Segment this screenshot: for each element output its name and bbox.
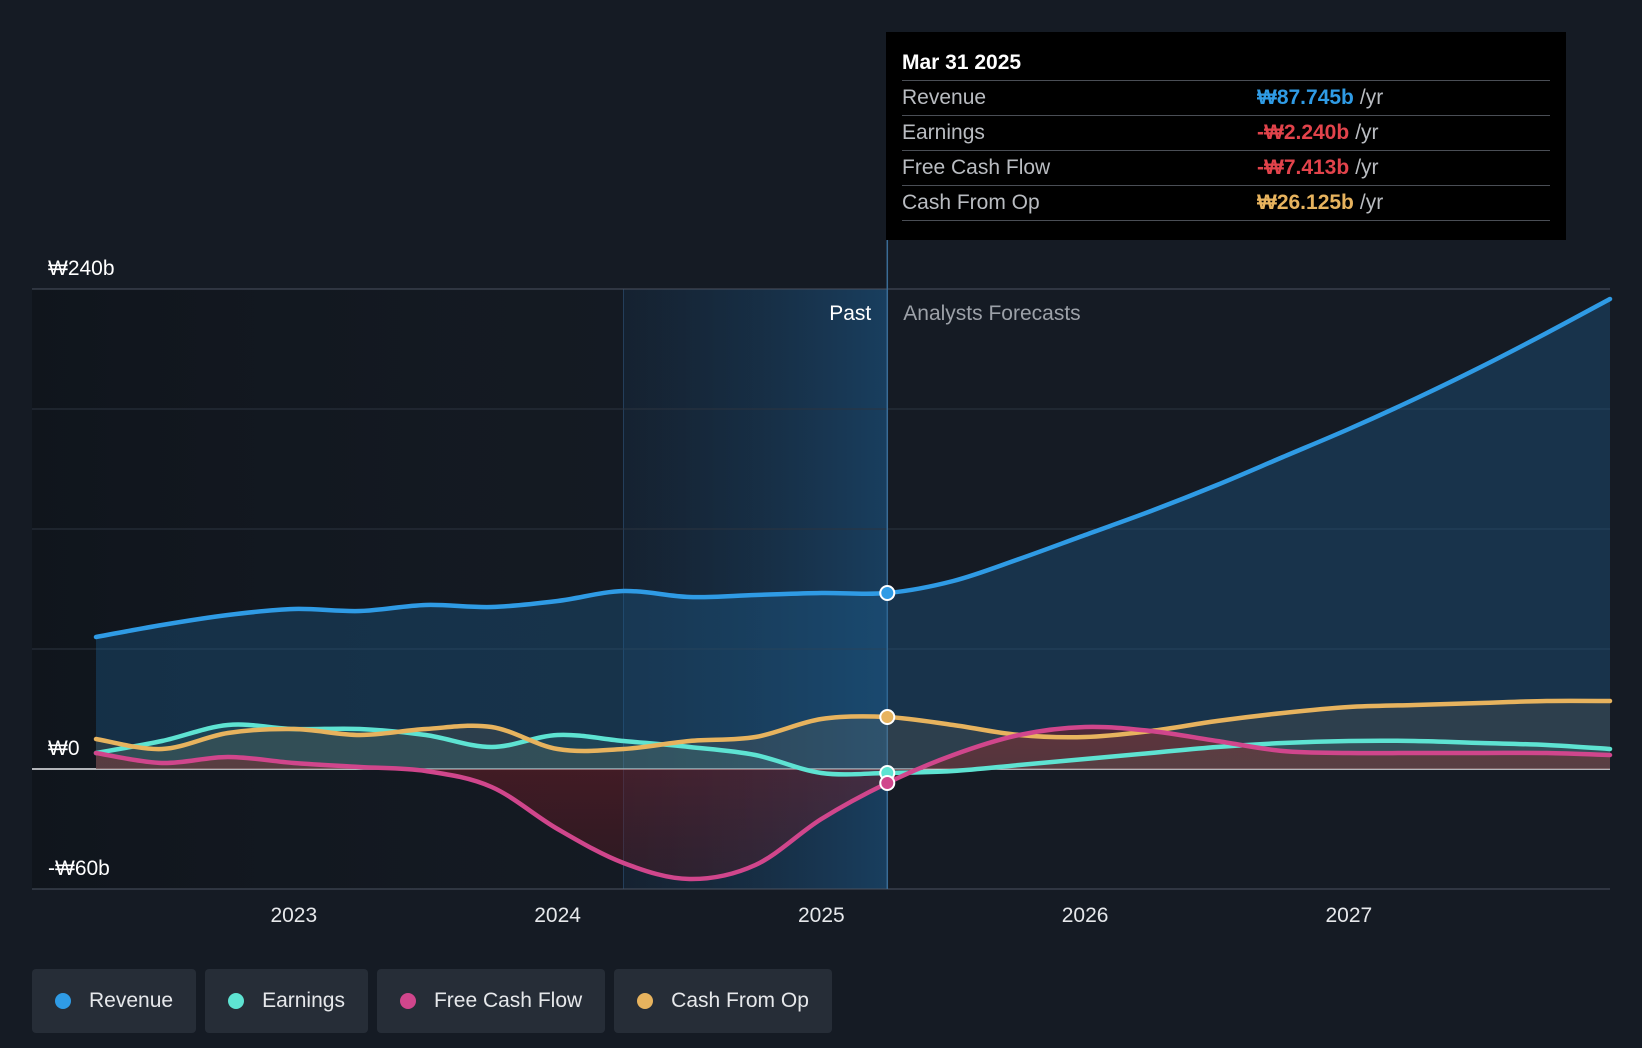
line-free-cash-flow — [93, 724, 1613, 882]
x-tick-label: 2023 — [270, 904, 317, 927]
legend-label: Free Cash Flow — [433, 989, 583, 1012]
legend-label: Revenue — [89, 989, 174, 1012]
marker-cash-from-op — [879, 709, 896, 725]
tooltip: Mar 31 2025 Revenue ₩87.745b /yr Earning… — [886, 32, 1566, 240]
tooltip-unit: /yr — [1355, 156, 1379, 179]
legend-label: Cash From Op — [671, 989, 809, 1012]
tooltip-value: ₩26.125b — [1257, 191, 1354, 214]
legend-dot-icon — [55, 993, 71, 1009]
tooltip-row-cash-from-op: Cash From Op ₩26.125b /yr — [902, 185, 1550, 221]
tooltip-label: Cash From Op — [902, 191, 1040, 214]
tooltip-row-revenue: Revenue ₩87.745b /yr — [902, 80, 1550, 115]
legend-label: Earnings — [262, 989, 345, 1012]
tooltip-row-earnings: Earnings -₩2.240b /yr — [902, 115, 1550, 150]
legend: Revenue Earnings Free Cash Flow Cash Fro… — [32, 969, 832, 1033]
x-tick-label: 2026 — [1062, 904, 1109, 927]
legend-dot-icon — [637, 993, 654, 1009]
tooltip-value: ₩87.745b — [1257, 86, 1354, 109]
area-cash-from-op — [96, 700, 1610, 769]
tooltip-value: -₩7.413b — [1257, 156, 1350, 179]
tooltip-value: -₩2.240b — [1257, 121, 1350, 144]
x-tick-label: 2024 — [534, 904, 581, 927]
legend-item-free-cash-flow[interactable]: Free Cash Flow — [376, 969, 606, 1033]
area-revenue — [96, 299, 1610, 769]
tooltip-label: Revenue — [902, 86, 987, 109]
tooltip-date: Mar 31 2025 — [902, 51, 1022, 74]
tooltip-unit: /yr — [1355, 121, 1379, 144]
line-revenue — [93, 296, 1613, 640]
legend-dot-icon — [399, 993, 416, 1009]
tooltip-unit: /yr — [1359, 86, 1384, 109]
marker-free-cash-flow — [879, 775, 896, 791]
legend-item-revenue[interactable]: Revenue — [32, 969, 197, 1033]
legend-item-earnings[interactable]: Earnings — [205, 969, 368, 1033]
legend-dot-icon — [228, 993, 245, 1009]
legend-item-cash-from-op[interactable]: Cash From Op — [614, 969, 832, 1033]
tooltip-label: Free Cash Flow — [902, 156, 1051, 179]
tooltip-unit: /yr — [1359, 191, 1384, 214]
x-tick-label: 2025 — [798, 904, 845, 927]
line-cash-from-op — [93, 698, 1613, 754]
area-free-cash-flow — [96, 726, 1610, 880]
x-tick-label: 2027 — [1326, 904, 1373, 927]
forecast-label: Analysts Forecasts — [903, 302, 1080, 325]
tooltip-label: Earnings — [902, 121, 985, 144]
tooltip-row-free-cash-flow: Free Cash Flow -₩7.413b /yr — [902, 150, 1550, 185]
y-tick-label: -₩60b — [48, 857, 110, 880]
line-earnings — [93, 722, 1613, 777]
y-tick-label: ₩240b — [48, 257, 115, 280]
marker-revenue — [879, 585, 896, 601]
y-tick-label: ₩0 — [48, 737, 80, 760]
past-label: Past — [829, 302, 871, 325]
